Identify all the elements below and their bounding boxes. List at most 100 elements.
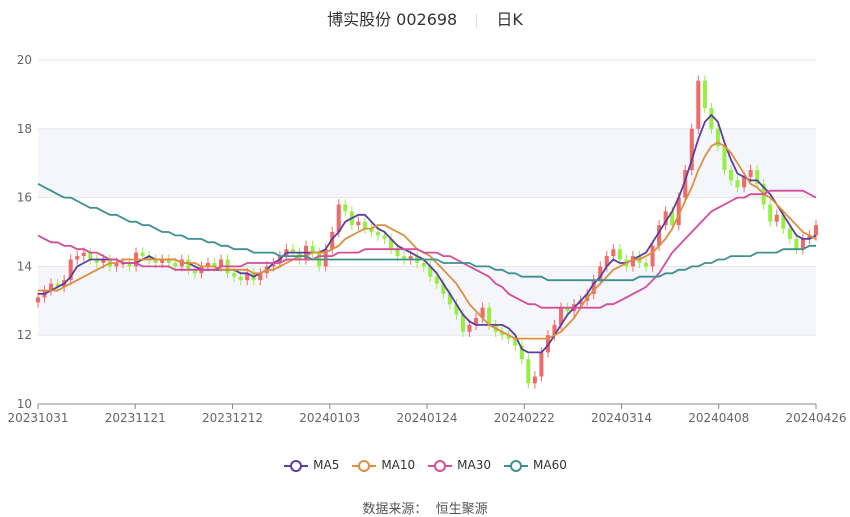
candle-body xyxy=(657,225,662,246)
candle-body xyxy=(434,276,439,284)
candle-body xyxy=(474,318,479,325)
plot-background xyxy=(38,128,816,336)
candle-body xyxy=(402,256,407,260)
candle-body xyxy=(310,245,315,253)
legend-item-ma60[interactable]: MA60 xyxy=(503,458,567,473)
candle-body xyxy=(382,235,387,239)
candle-body xyxy=(330,232,335,250)
candle-body xyxy=(245,273,250,281)
x-tick-label: 20231121 xyxy=(105,411,166,425)
candle-body xyxy=(487,307,492,325)
y-axis-ticks: 20 18 16 14 12 10 xyxy=(17,53,32,411)
candle-body xyxy=(49,283,54,291)
x-tick-label: 20231031 xyxy=(7,411,68,425)
legend-label: MA5 xyxy=(313,458,340,473)
title-separator xyxy=(476,13,478,28)
candles xyxy=(35,75,819,389)
candle-body xyxy=(173,262,178,267)
period-label: 日K xyxy=(496,10,523,29)
legend-item-ma30[interactable]: MA30 xyxy=(427,458,491,473)
candle-body xyxy=(88,252,93,260)
candle-body xyxy=(343,204,348,212)
candle-body xyxy=(467,324,472,332)
ma30-line xyxy=(37,189,817,309)
candle-body xyxy=(186,259,191,270)
candle-body xyxy=(755,170,760,184)
ma10-line xyxy=(38,141,817,340)
moving-average-lines xyxy=(37,114,817,354)
candle-body xyxy=(258,273,263,281)
legend-item-ma5[interactable]: MA5 xyxy=(283,458,339,473)
candle-body xyxy=(192,269,197,274)
candle-body xyxy=(807,235,812,239)
legend-marker-icon xyxy=(428,459,453,472)
x-tick-label: 20240103 xyxy=(299,411,360,425)
candle-body xyxy=(630,256,635,267)
candle-body xyxy=(689,128,694,171)
candle-body xyxy=(709,108,714,129)
candle-body xyxy=(395,249,400,257)
legend-marker-icon xyxy=(284,459,309,472)
grid-band xyxy=(38,266,816,336)
candle-body xyxy=(323,249,328,267)
candle-body xyxy=(519,345,524,360)
candle-body xyxy=(611,249,616,257)
candle-body xyxy=(500,331,505,336)
ma60-line xyxy=(37,183,816,282)
candle-body xyxy=(643,262,649,267)
candle-body xyxy=(480,307,485,318)
x-tick-label: 20240222 xyxy=(494,411,555,425)
legend-label: MA30 xyxy=(457,458,492,473)
candle-body xyxy=(539,352,544,377)
candle-body xyxy=(787,228,792,239)
y-tick-label: 16 xyxy=(17,191,32,205)
legend-label: MA60 xyxy=(533,458,567,473)
legend: MA5 MA10 MA30 MA60 xyxy=(0,458,850,473)
candle-body xyxy=(813,225,819,236)
candle-body xyxy=(558,307,564,325)
x-tick-label: 20240408 xyxy=(688,411,749,425)
candle-body xyxy=(271,262,276,267)
candle-body xyxy=(696,80,701,129)
candle-body xyxy=(140,252,145,257)
candle-body xyxy=(166,259,171,263)
x-tick-label: 20240124 xyxy=(396,411,457,425)
candle-body xyxy=(336,204,341,232)
candle-body xyxy=(670,211,675,226)
candle-body xyxy=(35,297,41,303)
candle-body xyxy=(676,197,681,226)
candle-body xyxy=(768,204,773,222)
candle-body xyxy=(715,128,720,146)
x-tick-label: 20231212 xyxy=(202,411,263,425)
data-source: 数据来源： 恒生聚源 xyxy=(362,502,488,517)
candle-body xyxy=(617,249,622,260)
candle-body xyxy=(428,266,433,277)
legend-item-ma10[interactable]: MA10 xyxy=(351,458,415,473)
candle-body xyxy=(356,221,361,226)
candle-body xyxy=(650,245,655,267)
candle-body xyxy=(781,214,786,229)
candle-body xyxy=(75,256,80,260)
candle-body xyxy=(728,170,734,181)
candle-body xyxy=(454,304,459,315)
y-tick-label: 20 xyxy=(17,53,32,67)
candle-body xyxy=(748,170,753,177)
candle-body xyxy=(114,262,119,267)
candle-body xyxy=(375,232,380,236)
candle-body xyxy=(81,252,86,257)
candle-body xyxy=(232,273,237,277)
candle-body xyxy=(591,280,596,294)
x-tick-label: 20240314 xyxy=(591,411,652,425)
candle-body xyxy=(460,314,465,332)
candle-body xyxy=(702,80,707,109)
legend-marker-icon xyxy=(504,459,529,472)
candle-body xyxy=(506,335,511,339)
candle-body xyxy=(369,228,374,232)
candle-body xyxy=(94,259,99,263)
chart-title: 博实股份 002698 日K xyxy=(0,6,850,30)
candle-body xyxy=(722,146,727,171)
candle-body xyxy=(683,170,688,198)
x-axis: 20231031 20231121 20231212 20240103 20240124… xyxy=(7,403,847,425)
candle-body xyxy=(101,259,106,263)
